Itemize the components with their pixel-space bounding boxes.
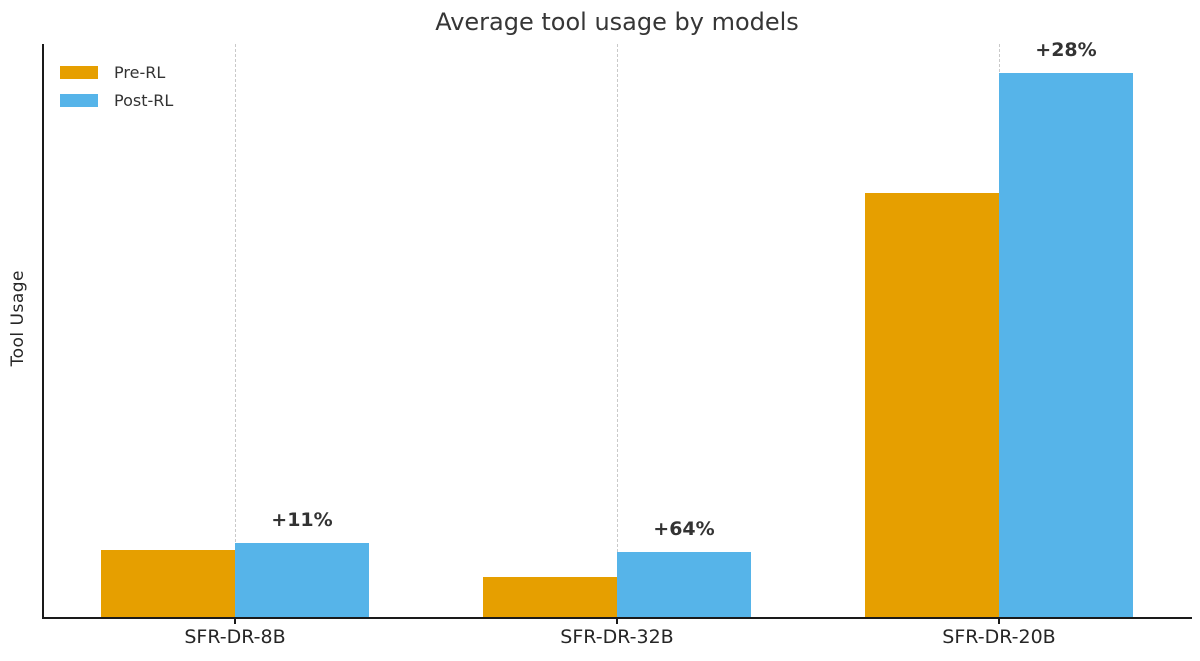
annotation-sfr-dr-8b: +11%	[271, 509, 333, 531]
bar-pre-rl-sfr-dr-32b	[483, 577, 617, 617]
bar-post-rl-sfr-dr-32b	[617, 552, 751, 617]
chart-title: Average tool usage by models	[435, 8, 799, 36]
legend: Pre-RL Post-RL	[60, 63, 173, 110]
bar-post-rl-sfr-dr-20b	[999, 73, 1133, 617]
y-axis-label: Tool Usage	[8, 270, 28, 367]
legend-label-post-rl: Post-RL	[114, 91, 174, 110]
x-tick-sfr-dr-8b	[234, 619, 236, 624]
gridline-sfr-dr-32b	[617, 44, 618, 617]
annotation-sfr-dr-20b: +28%	[1035, 39, 1097, 61]
legend-row-post-rl: Post-RL	[60, 91, 173, 110]
gridline-sfr-dr-8b	[235, 44, 236, 617]
x-tick-label-sfr-dr-32b: SFR-DR-32B	[560, 626, 674, 648]
legend-row-pre-rl: Pre-RL	[60, 63, 173, 82]
annotation-sfr-dr-32b: +64%	[653, 518, 715, 540]
bar-pre-rl-sfr-dr-20b	[865, 193, 999, 617]
x-tick-sfr-dr-32b	[616, 619, 618, 624]
legend-label-pre-rl: Pre-RL	[114, 63, 166, 82]
bar-pre-rl-sfr-dr-8b	[101, 550, 235, 617]
x-tick-sfr-dr-20b	[998, 619, 1000, 624]
bar-post-rl-sfr-dr-8b	[235, 543, 369, 617]
x-axis-spine	[42, 617, 1192, 619]
legend-swatch-post-rl	[60, 94, 98, 107]
x-tick-label-sfr-dr-8b: SFR-DR-8B	[184, 626, 286, 648]
legend-swatch-pre-rl	[60, 66, 98, 79]
y-axis-spine	[42, 44, 44, 619]
x-tick-label-sfr-dr-20b: SFR-DR-20B	[942, 626, 1056, 648]
